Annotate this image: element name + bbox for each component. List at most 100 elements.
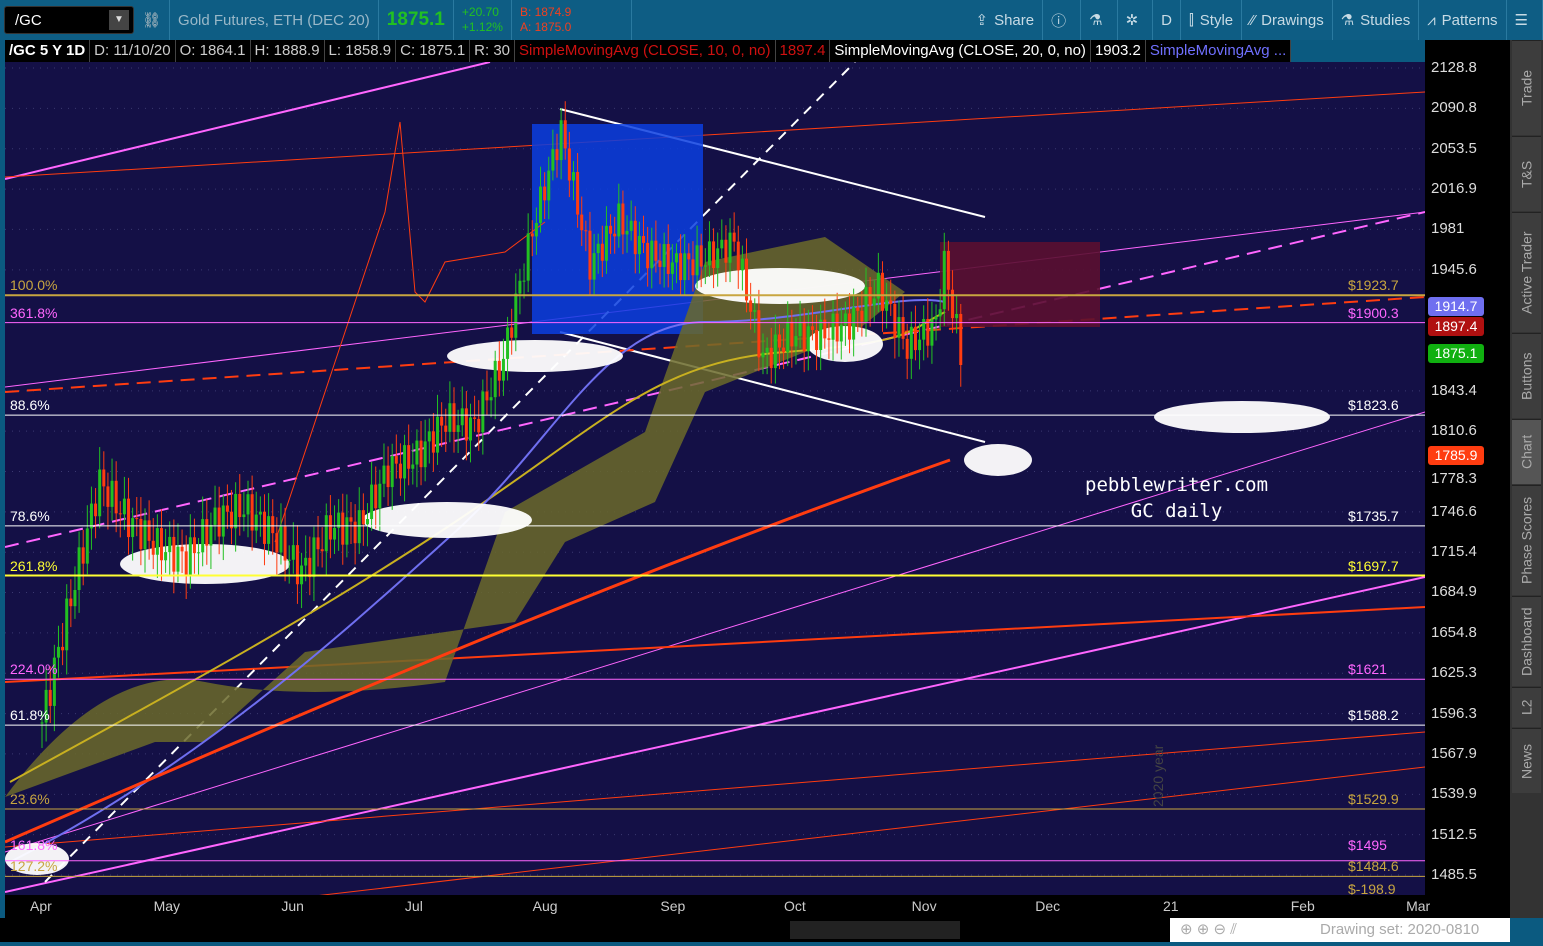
toolbar-button-d[interactable]: D [1153, 0, 1181, 40]
price-axis[interactable]: 2128.8 2090.8 2053.5 2016.9 1981 1945.6 1843.4… [1425, 40, 1510, 918]
price-tick: 1843.4 [1431, 381, 1477, 399]
candle-body [889, 300, 893, 304]
side-tab-news[interactable]: News [1512, 728, 1541, 793]
side-tab-chart[interactable]: Chart [1512, 419, 1541, 484]
side-tab-dashboard[interactable]: Dashboard [1512, 596, 1541, 686]
candle-body [530, 233, 534, 237]
candle-body [642, 235, 646, 243]
candle-body [749, 300, 753, 312]
side-tab-trade[interactable]: Trade [1512, 40, 1541, 135]
fib-level-label: $1495 [1348, 836, 1387, 853]
candle-body [65, 598, 69, 651]
fib-level-label: $1735.7 [1348, 507, 1399, 524]
candle-body [456, 425, 460, 432]
toolbar-button-studies[interactable]: ⚗ Studies [1333, 0, 1420, 40]
candle-body [646, 242, 650, 269]
candle-body [44, 689, 48, 723]
candle-body [180, 546, 184, 552]
candle-body [431, 431, 435, 453]
sma-more-label[interactable]: SimpleMovingAvg ... [1146, 40, 1292, 62]
candle-body [468, 417, 472, 441]
candle-body [349, 517, 353, 522]
candle-body [909, 326, 913, 359]
candle-body [761, 352, 765, 358]
candle-body [506, 327, 510, 359]
toolbar-button-share[interactable]: ⇪ Share [967, 0, 1044, 40]
candle-body [732, 232, 736, 242]
candle-body [464, 408, 468, 441]
drawing-set[interactable]: Drawing set: 2020-0810 [1320, 921, 1480, 938]
candle-body [617, 203, 621, 237]
candle-body [337, 512, 341, 528]
toolbar-button-drawings[interactable]: ⁄⁄ Drawings [1242, 0, 1333, 40]
candle-body [798, 321, 802, 337]
side-tab-buttons[interactable]: Buttons [1512, 333, 1541, 418]
candle-body [287, 559, 291, 561]
fib-level-label: 224.0% [10, 661, 58, 678]
toolbar-button-flask-icon[interactable]: ⚗ [1081, 0, 1118, 40]
chevron-down-icon[interactable]: ▼ [109, 10, 129, 30]
sma-line [9, 298, 946, 863]
candle-body [514, 293, 518, 338]
toolbar-button-info-icon[interactable]: ⓘ [1043, 0, 1082, 40]
side-tab-active-trader[interactable]: Active Trader [1512, 212, 1541, 332]
candle-body [172, 536, 176, 572]
side-tab-l2[interactable]: L2 [1512, 687, 1541, 727]
annotation: pebblewriter.com GC daily [1085, 474, 1269, 522]
sma10-label[interactable]: SimpleMovingAvg (CLOSE, 10, 0, no) [515, 40, 776, 62]
toolbar-button-style[interactable]: ⫿ Style [1181, 0, 1243, 40]
sma20-label[interactable]: SimpleMovingAvg (CLOSE, 20, 0, no) [830, 40, 1091, 62]
candle-body [765, 347, 769, 353]
price-tick: 1539.9 [1431, 785, 1477, 803]
highlight-ellipse [695, 268, 865, 304]
candle-body [440, 416, 444, 426]
toolbar-button-patterns[interactable]: ⩘ Patterns [1419, 0, 1507, 40]
candle-body [118, 513, 122, 515]
link-icon[interactable]: ⛓ [142, 12, 162, 29]
candle-body [563, 120, 567, 149]
price-tick: 1654.8 [1431, 623, 1477, 641]
side-tab-t-s[interactable]: T&S [1512, 136, 1541, 211]
candle-body [353, 521, 357, 544]
last-price: 1875.1 [386, 9, 445, 30]
candle-body [250, 494, 254, 531]
price-tick: 1746.6 [1431, 502, 1477, 520]
candle-body [114, 480, 118, 514]
candle-body [477, 418, 481, 433]
candle-body [716, 248, 720, 269]
candle-body [415, 440, 419, 465]
candle-body [106, 486, 110, 507]
toolbar-button-gear-icon[interactable]: ✲ [1118, 0, 1154, 40]
zoom-icons[interactable]: ⊕ ⊕ ⊖ ⫽ [1180, 921, 1237, 938]
trendline [44, 62, 856, 883]
candle-body [567, 148, 571, 181]
candle-body [658, 260, 662, 267]
button-label: Patterns [1441, 11, 1498, 29]
candle-body [613, 233, 617, 237]
candle-body [238, 493, 242, 518]
price-tick: 1567.9 [1431, 744, 1477, 762]
candle-body [946, 250, 950, 290]
fib-level-label: 161.8% [10, 836, 58, 853]
candle-body [588, 230, 592, 280]
candle-body [831, 313, 835, 340]
time-axis[interactable]: Apr May Jun Jul Aug Sep Oct Nov Dec 21 Feb Mar [5, 895, 1430, 918]
candle-body [856, 307, 860, 311]
candle-body [345, 517, 349, 545]
candle-body [361, 510, 365, 525]
candle-body [110, 480, 114, 507]
candle-body [89, 503, 93, 529]
candle-body [712, 241, 716, 269]
price-chart[interactable]: pebblewriter.com GC daily 2020 year 100.0… [5, 62, 1425, 895]
fib-level-label: $1529.9 [1348, 790, 1399, 807]
horizontal-scrollbar[interactable] [0, 918, 1170, 942]
toolbar-button-menu-icon[interactable]: ☰ [1507, 0, 1543, 40]
fib-level-label: 78.6% [10, 507, 50, 524]
candle-body [720, 239, 724, 249]
symbol-selector[interactable]: /GC ▼ [4, 6, 134, 34]
candle-body [864, 287, 868, 322]
candle-body [403, 445, 407, 479]
side-tab-phase-scores[interactable]: Phase Scores [1512, 485, 1541, 595]
candle-body [262, 511, 266, 544]
candle-body [922, 318, 926, 340]
